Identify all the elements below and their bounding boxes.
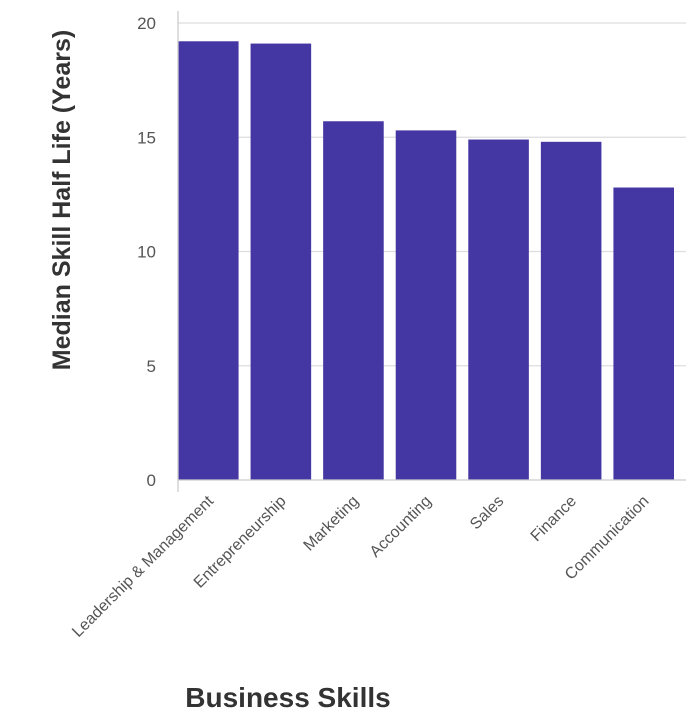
y-tick-label: 20 [137, 14, 156, 33]
y-axis-title: Median Skill Half Life (Years) [48, 30, 76, 370]
bar [613, 187, 674, 480]
bar [395, 130, 457, 480]
y-tick-label: 10 [137, 243, 156, 262]
axes [177, 11, 686, 492]
y-tick-label: 15 [137, 128, 156, 147]
bars [178, 41, 674, 480]
y-tick-labels: 0 5 10 15 20 [137, 14, 156, 490]
bar [468, 139, 529, 480]
y-tick-label: 5 [147, 357, 156, 376]
x-tick-label: Leadership & Management [69, 492, 217, 640]
x-axis-title: Business Skills [185, 682, 390, 713]
x-tick-label: Accounting [367, 493, 435, 561]
bar [323, 121, 384, 480]
x-tick-label: Sales [467, 493, 507, 533]
bar [178, 41, 239, 480]
y-tick-label: 0 [147, 471, 156, 490]
x-tick-label: Marketing [301, 493, 363, 555]
x-tick-label: Finance [528, 493, 580, 545]
bar [540, 141, 602, 480]
bar [250, 43, 312, 480]
